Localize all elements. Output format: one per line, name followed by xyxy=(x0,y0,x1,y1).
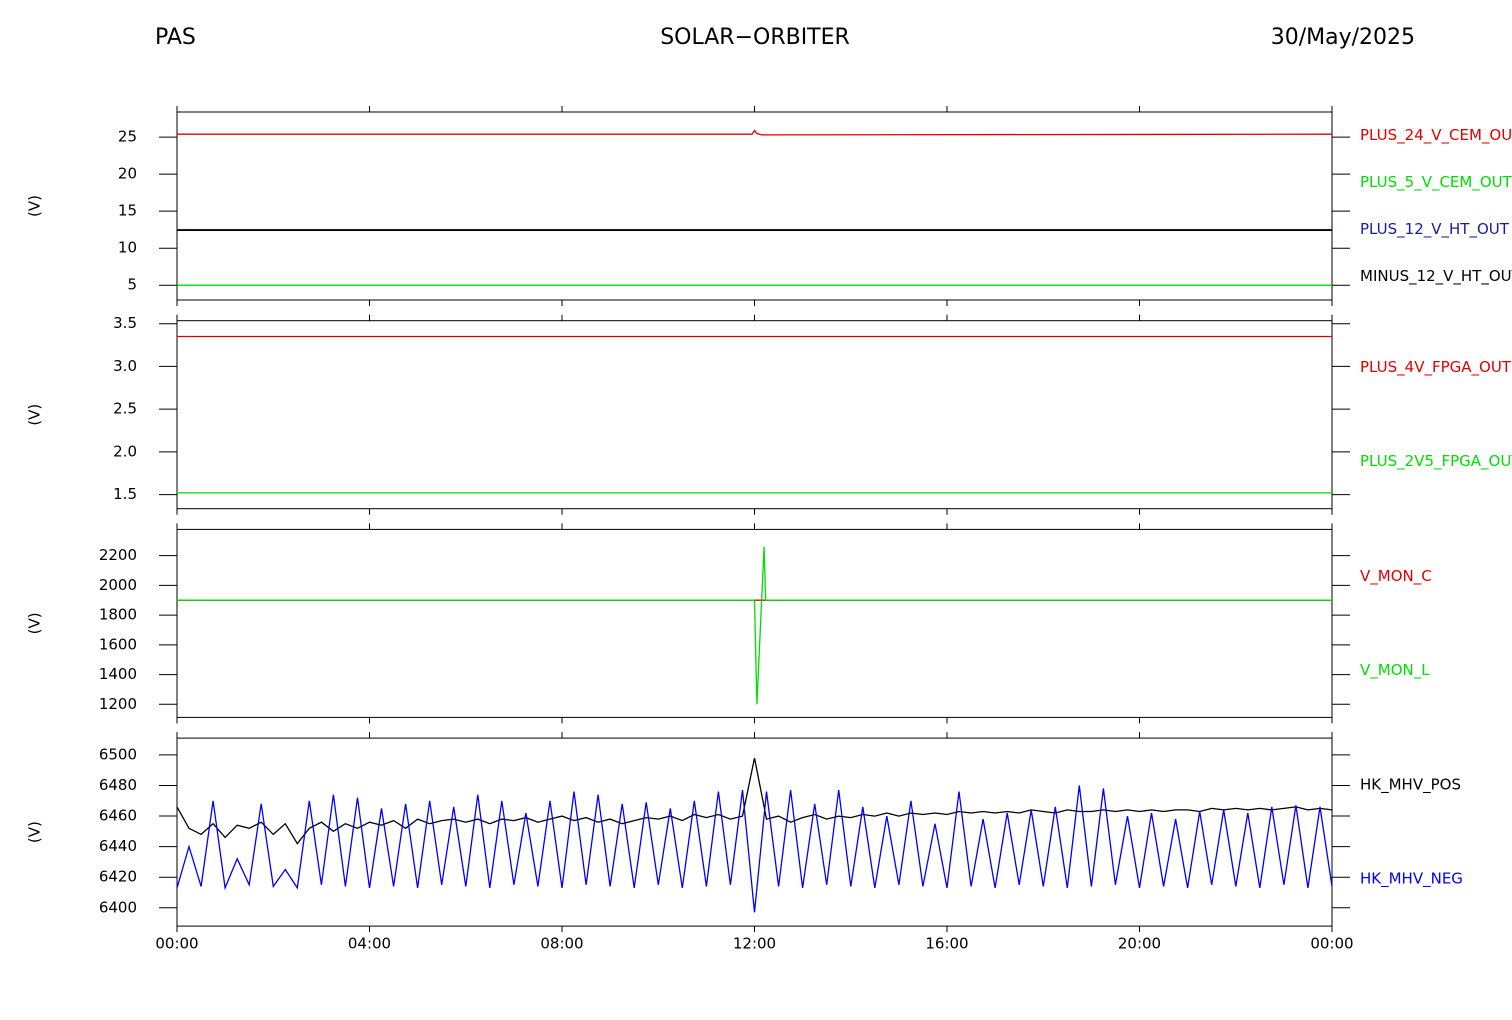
header-date: 30/May/2025 xyxy=(1271,25,1415,50)
legend-label: HK_MHV_NEG xyxy=(1360,870,1463,889)
legend-label: PLUS_4V_FPGA_OUT xyxy=(1360,358,1512,377)
y-tick-label: 2000 xyxy=(99,576,137,594)
y-tick-label: 2.0 xyxy=(113,442,137,460)
y-axis-label: (V) xyxy=(26,195,44,217)
plot-frame xyxy=(176,111,1333,301)
y-tick-label: 10 xyxy=(118,239,137,257)
y-tick-label: 1600 xyxy=(99,635,137,653)
y-tick-label: 6440 xyxy=(99,837,137,855)
legend-label: V_MON_C xyxy=(1360,567,1432,586)
series-line xyxy=(176,785,1333,913)
plot-frame xyxy=(176,737,1333,927)
series-line xyxy=(176,757,1333,845)
y-tick-label: 1.5 xyxy=(113,485,137,503)
y-tick-label: 6500 xyxy=(99,745,137,763)
y-axis-label: (V) xyxy=(26,821,44,843)
y-axis-label: (V) xyxy=(26,404,44,426)
legend-label: PLUS_12_V_HT_OUT xyxy=(1360,220,1510,239)
x-tick-label: 12:00 xyxy=(733,935,776,953)
legend-label: MINUS_12_V_HT_OUT xyxy=(1360,267,1512,286)
legend-label: PLUS_5_V_CEM_OUT xyxy=(1360,173,1512,192)
x-tick-label: 00:00 xyxy=(155,935,198,953)
y-tick-label: 20 xyxy=(118,165,137,183)
x-tick-label: 04:00 xyxy=(348,935,391,953)
x-tick-label: 08:00 xyxy=(540,935,583,953)
y-tick-label: 2200 xyxy=(99,546,137,564)
y-tick-label: 6400 xyxy=(99,898,137,916)
x-tick-label: 00:00 xyxy=(1310,935,1353,953)
y-tick-label: 6480 xyxy=(99,776,137,794)
y-tick-label: 3.5 xyxy=(113,314,137,332)
y-tick-label: 2.5 xyxy=(113,400,137,418)
series-line xyxy=(177,546,1332,705)
x-tick-label: 16:00 xyxy=(925,935,968,953)
y-axis-label: (V) xyxy=(26,612,44,634)
y-tick-label: 5 xyxy=(127,276,137,294)
y-tick-label: 1200 xyxy=(99,695,137,713)
legend-label: PLUS_24_V_CEM_OUT xyxy=(1360,126,1512,145)
header-title: SOLAR−ORBITER xyxy=(660,25,850,50)
legend-label: HK_MHV_POS xyxy=(1360,776,1461,795)
y-tick-label: 15 xyxy=(118,202,137,220)
header-left: PAS xyxy=(155,25,196,50)
y-tick-label: 6460 xyxy=(99,807,137,825)
x-tick-label: 20:00 xyxy=(1118,935,1161,953)
legend-label: PLUS_2V5_FPGA_OUT xyxy=(1360,452,1512,471)
y-tick-label: 1800 xyxy=(99,606,137,624)
y-tick-label: 3.0 xyxy=(113,357,137,375)
legend-label: V_MON_L xyxy=(1360,661,1430,680)
y-tick-label: 1400 xyxy=(99,665,137,683)
plot-frame xyxy=(176,320,1333,510)
series-line xyxy=(177,129,1333,136)
y-tick-label: 25 xyxy=(118,128,137,146)
y-tick-label: 6420 xyxy=(99,868,137,886)
